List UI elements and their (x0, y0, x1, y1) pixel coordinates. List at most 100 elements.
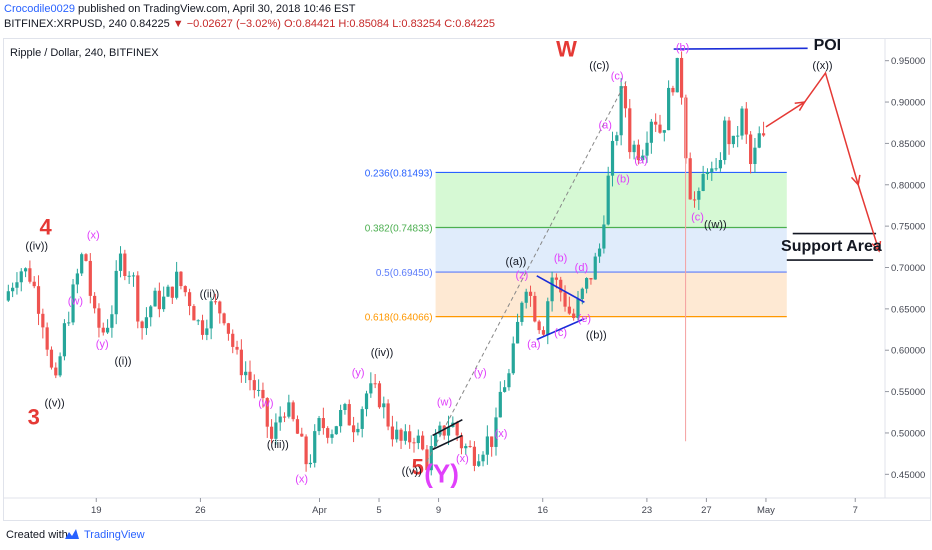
candle-body (386, 403, 390, 427)
wave-label-24: (b) (554, 253, 567, 265)
candle-body (675, 57, 679, 93)
candle-body (105, 327, 110, 333)
candle-body (41, 313, 45, 328)
candle-body (231, 333, 235, 347)
candle-body (123, 253, 127, 277)
candle-body (459, 435, 464, 449)
candle-body (472, 446, 477, 466)
candle-body (157, 290, 161, 310)
y-tick-label-4: 0.65000 (891, 304, 925, 315)
x-tick-label-8: May (757, 505, 775, 516)
triangle-bottom (536, 318, 585, 341)
candle-body (187, 292, 192, 307)
candle-body (498, 391, 502, 418)
wave-label-13: ((iii)) (267, 439, 289, 451)
candle-body (162, 296, 166, 310)
candle-body (723, 120, 727, 161)
poi-line (673, 47, 808, 50)
published-header: Crocodile0029 published on TradingView.c… (0, 0, 932, 34)
candle-body (196, 320, 200, 322)
candle-body (101, 327, 105, 333)
candle-body (382, 403, 386, 408)
candle-body (597, 248, 602, 257)
candle-body (62, 323, 67, 357)
y-tick-label-7: 0.80000 (891, 180, 925, 191)
candle-body (166, 286, 170, 297)
candle-body (248, 371, 252, 381)
wave-label-8: (w) (68, 296, 83, 308)
wave-label-15: (y) (352, 367, 365, 379)
candle-body (438, 425, 442, 435)
candle-body (218, 301, 222, 314)
price-chart[interactable]: 0.236(0.81493) 0.382(0.74833) 0.5(0.69450)… (0, 0, 932, 521)
wave-label-2: W (556, 37, 577, 62)
candle-body (183, 286, 187, 293)
candle-body (291, 402, 295, 420)
candle-body (511, 343, 515, 374)
candle-body (261, 389, 265, 399)
triangle-top (536, 275, 585, 303)
wave-label-31: (c) (611, 71, 624, 83)
candle-body (244, 371, 248, 376)
wave-label-29: ((b)) (586, 330, 607, 342)
candle-body (308, 462, 313, 465)
candle-body (602, 224, 606, 249)
candle-body (84, 254, 88, 261)
candle-body (153, 290, 157, 307)
candle-body (339, 410, 343, 427)
wave-label-4: (Y) (424, 459, 459, 489)
candle-body (118, 253, 123, 271)
candle-body (477, 461, 481, 466)
candles (6, 51, 766, 481)
candle-body (399, 429, 403, 441)
candle-body (23, 268, 28, 272)
candle-body (623, 86, 628, 109)
candle-body (278, 416, 282, 423)
candle-body (550, 277, 554, 302)
tradingview-brand[interactable]: TradingView (84, 529, 145, 541)
x-tick-label-2: Apr (312, 505, 327, 516)
candle-body (114, 270, 118, 315)
candle-body (606, 175, 610, 225)
wave-label-6: ((v)) (45, 397, 65, 409)
symbol-info: BITFINEX:XRPUSD, 240 0.84225 ▼ −0.02627 … (4, 18, 495, 30)
candle-body (80, 254, 84, 274)
wave-label-25: (d) (575, 262, 588, 274)
candle-body (464, 446, 468, 449)
x-tick-label-4: 9 (436, 505, 441, 516)
candle-body (97, 308, 101, 328)
publish-info: Crocodile0029 published on TradingView.c… (4, 3, 355, 15)
fib-level-label-0: 0.236(0.81493) (365, 168, 433, 179)
candle-body (200, 320, 205, 335)
wave-label-35: (b) (676, 42, 689, 54)
candle-body (528, 291, 533, 296)
wave-label-7: (x) (87, 230, 100, 242)
candle-body (576, 299, 580, 319)
candle-body (257, 389, 261, 391)
candle-body (688, 158, 692, 200)
candle-body (209, 301, 213, 329)
candle-body (533, 295, 537, 322)
candle-body (507, 373, 511, 388)
wave-label-23: (z) (515, 269, 528, 281)
candle-body (589, 278, 593, 280)
candle-body (442, 425, 446, 436)
candle-body (744, 108, 748, 135)
wave-label-26: (e) (578, 313, 591, 325)
y-tick-label-0: 0.45000 (891, 470, 925, 481)
candle-body (408, 431, 412, 443)
candle-body (351, 425, 356, 433)
candle-body (45, 327, 49, 350)
projection-arrowhead-0 (794, 101, 807, 111)
author-link[interactable]: Crocodile0029 (4, 3, 75, 15)
wave-label-12: (w) (258, 397, 273, 409)
x-tick-label-5: 16 (537, 505, 548, 516)
wave-label-1: 3 (28, 405, 40, 430)
candle-body (304, 436, 308, 465)
candle-body (701, 174, 705, 191)
candle-body (140, 321, 144, 329)
wave-label-28: (c) (554, 327, 567, 339)
candle-body (714, 168, 718, 170)
candle-body (71, 284, 75, 323)
candle-body (645, 142, 649, 156)
